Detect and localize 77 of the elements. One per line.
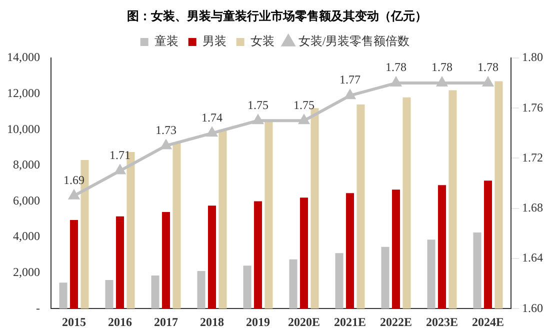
data-label: 1.77 <box>340 72 360 87</box>
y-tick-label: - <box>36 300 40 315</box>
y-tick-label: 8,000 <box>13 158 40 172</box>
point <box>207 128 217 137</box>
bar <box>162 212 170 309</box>
data-label: 1.78 <box>386 60 406 74</box>
data-label: 1.73 <box>156 122 176 137</box>
y2-tick-label: 1.64 <box>522 250 543 265</box>
chart-title: 图：女装、男装与童装行业市场零售额及其变动（亿元） <box>126 8 428 25</box>
data-label: 1.78 <box>478 60 498 74</box>
y2-tick-label: 1.68 <box>522 200 543 215</box>
y-tick-label: 10,000 <box>7 122 40 136</box>
point <box>391 78 401 87</box>
bar <box>59 282 68 309</box>
point <box>115 165 125 174</box>
x-tick-label: 2022E <box>380 314 412 329</box>
point <box>69 190 79 200</box>
bar <box>356 104 365 309</box>
bar <box>381 246 390 309</box>
x-tick-label: 2023E <box>426 314 458 329</box>
y2-tick-label: 1.80 <box>522 50 543 64</box>
bar <box>197 271 206 309</box>
point <box>483 78 493 87</box>
bar <box>254 201 262 309</box>
y-tick-label: 4,000 <box>13 229 40 244</box>
x-tick-label: 2017 <box>154 314 178 329</box>
point <box>299 115 309 124</box>
x-tick-label: 2019 <box>246 314 270 329</box>
y-tick-label: 12,000 <box>7 86 40 100</box>
x-tick-label: 2021E <box>334 314 366 329</box>
y-tick-label: 14,000 <box>7 50 40 64</box>
bar <box>300 198 308 309</box>
y2-tick-label: 1.76 <box>522 100 543 114</box>
data-label: 1.78 <box>432 60 452 74</box>
bar <box>473 232 482 309</box>
bar <box>218 130 227 309</box>
bar <box>208 206 216 309</box>
x-tick-label: 2016 <box>108 314 132 329</box>
point <box>345 90 355 100</box>
data-label: 1.69 <box>64 172 84 187</box>
bar <box>346 193 354 309</box>
x-tick-label: 2020E <box>288 314 320 329</box>
bar <box>172 142 181 309</box>
bar <box>438 185 446 309</box>
data-label: 1.71 <box>110 148 130 162</box>
bar <box>484 180 492 309</box>
bar <box>264 122 273 309</box>
y2-tick-label: 1.72 <box>522 150 543 164</box>
x-tick-label: 2018 <box>200 314 224 329</box>
data-label: 1.75 <box>248 98 268 112</box>
point <box>437 78 447 87</box>
bar <box>392 190 400 309</box>
bar <box>116 216 124 309</box>
x-tick-label: 2024E <box>472 314 504 329</box>
y-tick-label: 6,000 <box>13 193 40 208</box>
legend-label: 男装 <box>202 34 226 48</box>
bar <box>289 259 298 309</box>
data-label: 1.74 <box>202 110 222 124</box>
legend-label: 童装 <box>154 34 178 48</box>
y2-tick-label: 1.60 <box>522 300 543 315</box>
bar <box>243 266 252 309</box>
data-label: 1.75 <box>294 98 314 112</box>
bar <box>335 253 344 309</box>
y-tick-label: 2,000 <box>13 264 40 279</box>
x-tick-label: 2015 <box>62 314 86 329</box>
bar <box>402 97 411 309</box>
bar <box>70 220 78 309</box>
point <box>161 140 171 150</box>
bar <box>448 90 457 309</box>
bar <box>494 81 503 309</box>
bar <box>427 240 436 309</box>
bar <box>105 280 114 309</box>
point <box>253 115 263 124</box>
bar <box>151 275 160 309</box>
bar <box>310 108 319 309</box>
legend-label: 女装/男装零售额倍数 <box>298 34 410 48</box>
legend-label: 女装 <box>250 34 274 48</box>
